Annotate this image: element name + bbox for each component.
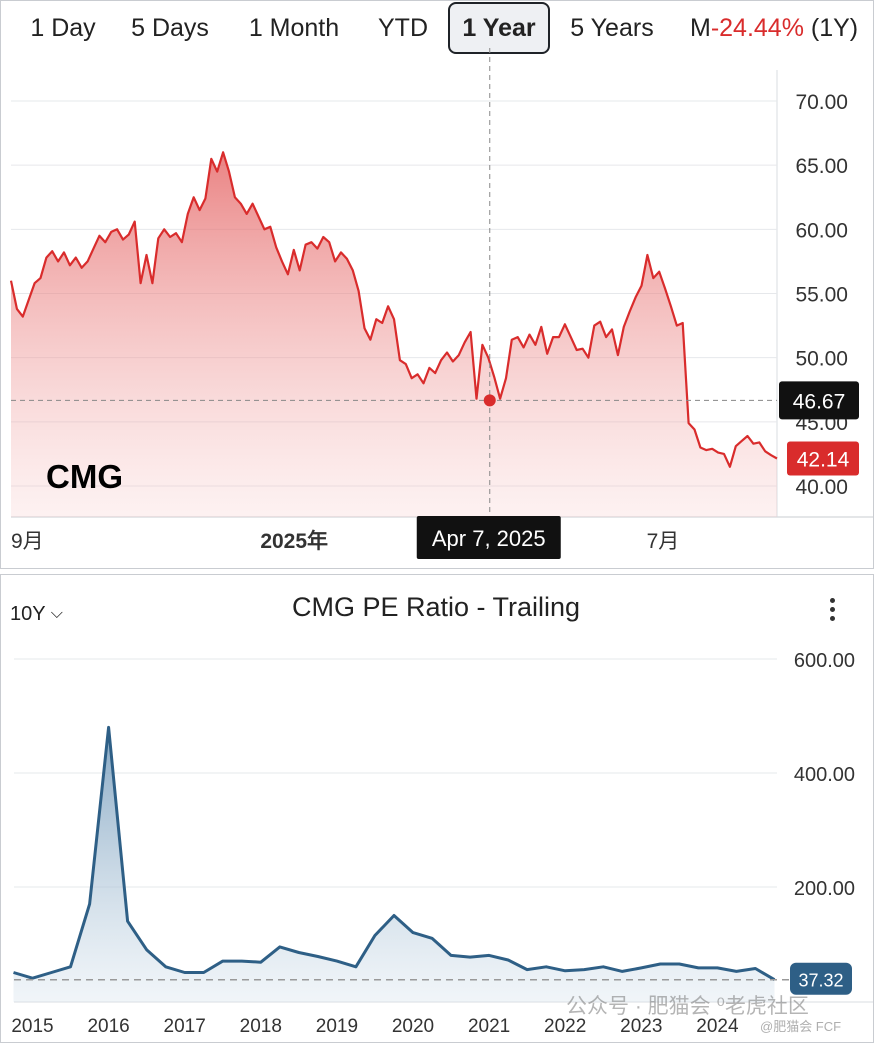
price-y-tick-label: 70.00 [795,91,848,114]
ticker-symbol: CMG [46,458,123,495]
last-price-label: 42.14 [797,449,850,472]
pe-line [13,725,776,981]
watermark-text: 公众号 · 肥猫会 ⁰老虎社区 [566,995,809,1018]
price-y-tick-label: 40.00 [795,476,848,499]
period-select-label: 10Y [10,603,46,625]
pe-x-tick-label: 2016 [87,1016,129,1037]
pe-x-tick-label: 2022 [544,1016,586,1037]
pe-chart-title: CMG PE Ratio - Trailing [291,592,581,622]
crosshair-date-badge [416,516,561,559]
pe-last-value-label: 37.32 [798,971,843,991]
change-percent: -24.44% [710,14,804,42]
pe-x-tick-label: 2024 [696,1016,739,1037]
crosshair-value-badge [779,381,859,420]
range-selector: 1 Day 5 Days 1 Month YTD 1 Year 5 Years [0,2,872,54]
pe-x-tick-label: 2015 [11,1016,53,1037]
range-tab-1-month[interactable]: 1 Month [248,14,340,42]
pe-x-tick-label: 2021 [468,1016,510,1037]
range-tab-ytd[interactable]: YTD [378,14,428,42]
change-prefix: M [690,14,711,42]
pe-x-tick-label: 2018 [240,1016,282,1037]
price-x-tick-label: 9月 [11,530,44,553]
pe-x-tick-label: 2020 [392,1016,434,1037]
pe-x-tick-label: 2023 [620,1016,662,1037]
last-price-badge [787,441,859,476]
pe-area-fill [13,727,775,1002]
price-y-tick-label: 50.00 [795,348,848,371]
price-line [9,151,778,468]
watermark-handle: @肥猫会 FCF [760,1019,842,1034]
range-tab-5-days[interactable]: 5 Days [131,14,209,42]
price-area-fill [11,152,777,518]
pe-last-value-badge [790,962,852,995]
range-tab-1-day[interactable]: 1 Day [30,14,96,42]
price-y-tick-label: 55.00 [795,284,848,307]
price-change: M-24.44% (1Y) [690,6,858,50]
price-x-tick-label: 2025年 [260,529,328,553]
crosshair-value-label: 46.67 [793,390,846,413]
range-tab-5-years[interactable]: 5 Years [570,14,654,42]
pe-x-tick-label: 2017 [164,1016,206,1037]
chevron-down-icon: ⌵ [50,605,63,622]
price-y-tick-label: 60.00 [795,219,848,242]
pe-x-tick-label: 2019 [316,1016,358,1037]
pe-y-tick-label: 400.00 [794,764,855,786]
change-period: (1Y) [803,14,859,42]
pe-y-tick-label: 600.00 [794,650,855,672]
crosshair-point [483,394,496,407]
more-options-icon[interactable] [824,598,840,628]
price-x-tick-label: 7月 [647,530,680,553]
range-tab-1-year[interactable]: 1 Year [448,2,550,54]
crosshair-date-label: Apr 7, 2025 [432,526,546,551]
price-y-tick-label: 65.00 [795,155,848,178]
period-select[interactable]: 10Y ⌵ [10,603,63,626]
pe-y-tick-label: 200.00 [794,878,855,900]
